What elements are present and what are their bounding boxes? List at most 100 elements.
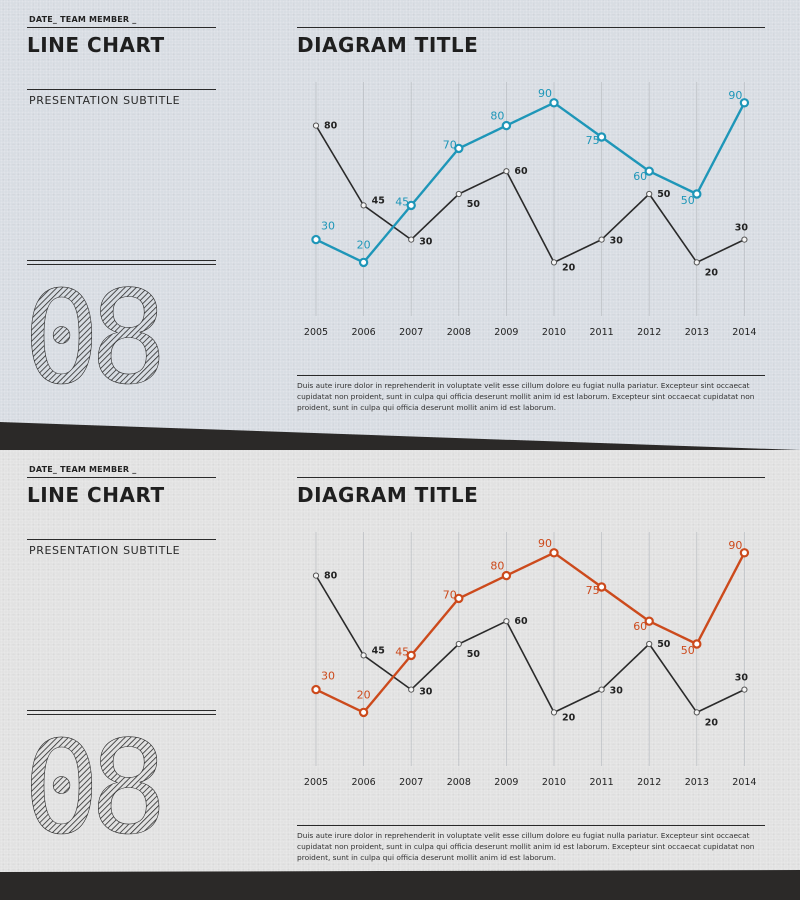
- data-point-accent: [596, 132, 607, 142]
- data-label-dark: 30: [419, 237, 433, 248]
- data-point-dark: [693, 259, 700, 266]
- x-tick-label: 2010: [542, 777, 566, 788]
- data-label-accent: 75: [586, 584, 600, 597]
- subtitle-rule: [27, 539, 216, 540]
- data-point-accent: [311, 684, 321, 695]
- date-team-label: DATE_ TEAM MEMBER _: [29, 15, 137, 24]
- data-label-dark: 30: [610, 236, 624, 247]
- data-point-dark: [360, 202, 367, 209]
- data-point-accent: [739, 548, 750, 558]
- x-tick-label: 2006: [352, 327, 376, 338]
- data-point-dark: [503, 618, 510, 625]
- slide-2: DATE_ TEAM MEMBER _ LINE CHART PRESENTAT…: [0, 450, 800, 872]
- x-tick-label: 2005: [304, 777, 328, 788]
- slide-number-text: 08: [25, 285, 159, 385]
- data-label-accent: 90: [538, 537, 552, 550]
- presentation-subtitle: PRESENTATION SUBTITLE: [29, 94, 181, 107]
- data-label-accent: 20: [357, 238, 371, 251]
- x-tick-label: 2014: [732, 777, 756, 788]
- data-label-accent: 80: [490, 110, 504, 123]
- data-label-accent: 50: [681, 194, 695, 207]
- presentation-subtitle: PRESENTATION SUBTITLE: [29, 544, 181, 557]
- data-point-dark: [312, 122, 320, 129]
- data-label-dark: 30: [419, 687, 433, 698]
- data-point-accent: [406, 200, 416, 211]
- data-point-accent: [358, 707, 369, 718]
- data-point-accent: [454, 593, 464, 604]
- top-rule-right: [297, 27, 765, 28]
- date-team-label: DATE_ TEAM MEMBER _: [29, 465, 137, 474]
- diagram-title: DIAGRAM TITLE: [297, 33, 479, 57]
- data-label-accent: 90: [728, 539, 742, 552]
- data-label-accent: 80: [490, 560, 504, 573]
- paragraph-rule: [297, 825, 765, 826]
- data-point-dark: [312, 572, 320, 579]
- data-point-dark: [598, 686, 605, 693]
- data-point-dark: [408, 236, 415, 243]
- data-point-accent: [549, 548, 559, 558]
- data-label-dark: 60: [514, 166, 528, 177]
- data-label-dark: 50: [657, 639, 671, 650]
- data-label-accent: 45: [395, 195, 409, 208]
- data-label-accent: 70: [443, 588, 457, 601]
- data-label-dark: 45: [372, 195, 385, 206]
- x-tick-label: 2007: [399, 327, 423, 338]
- data-label-accent: 45: [395, 645, 409, 658]
- data-label-dark: 80: [324, 571, 338, 582]
- data-label-dark: 20: [705, 267, 719, 278]
- line-chart: 2005 2006 2007 2008 2009 2010 2011 2012 2013 2014…: [304, 82, 756, 338]
- data-label-accent: 90: [538, 87, 552, 100]
- data-point-accent: [358, 257, 369, 268]
- data-label-accent: 60: [633, 620, 647, 633]
- data-point-accent: [406, 650, 416, 661]
- x-tick-label: 2011: [590, 327, 614, 338]
- x-tick-label: 2013: [685, 327, 709, 338]
- data-label-dark: 50: [467, 199, 481, 210]
- data-point-dark: [360, 652, 367, 659]
- data-point-accent: [549, 98, 559, 108]
- data-point-dark: [693, 709, 700, 716]
- slide-number: 08: [25, 735, 169, 835]
- data-point-accent: [454, 143, 464, 154]
- subtitle-rule: [27, 89, 216, 90]
- data-label-dark: 50: [657, 189, 671, 200]
- slide-number: 08: [25, 285, 169, 385]
- data-label-dark: 50: [467, 649, 481, 660]
- data-point-dark: [646, 190, 653, 198]
- description-paragraph: Duis aute irure dolor in reprehenderit i…: [297, 381, 755, 412]
- x-tick-label: 2008: [447, 777, 471, 788]
- data-point-dark: [408, 686, 415, 693]
- description-paragraph: Duis aute irure dolor in reprehenderit i…: [297, 831, 755, 862]
- diagram-title: DIAGRAM TITLE: [297, 483, 479, 507]
- number-rule-top: [27, 710, 216, 711]
- data-point-dark: [646, 640, 653, 648]
- data-point-dark: [741, 686, 748, 693]
- data-label-accent: 60: [633, 170, 647, 183]
- data-label-accent: 70: [443, 138, 457, 151]
- x-tick-label: 2011: [590, 777, 614, 788]
- x-tick-label: 2012: [637, 327, 661, 338]
- data-point-dark: [455, 190, 462, 198]
- data-point-dark: [550, 709, 558, 716]
- data-point-dark: [741, 236, 748, 243]
- series-line-dark: [315, 575, 745, 714]
- main-title: LINE CHART: [27, 483, 165, 507]
- data-label-dark: 30: [610, 686, 624, 697]
- series-line-dark: [315, 125, 745, 264]
- x-tick-label: 2010: [542, 327, 566, 338]
- x-tick-label: 2012: [637, 777, 661, 788]
- data-point-accent: [692, 189, 702, 199]
- line-chart: 2005 2006 2007 2008 2009 2010 2011 2012 2013 2014…: [304, 532, 756, 788]
- number-rule-bottom: [27, 714, 216, 715]
- data-label-dark: 45: [372, 645, 385, 656]
- series-line-accent: [315, 551, 746, 714]
- x-tick-label: 2013: [685, 777, 709, 788]
- main-title: LINE CHART: [27, 33, 165, 57]
- series-line-accent: [315, 101, 746, 264]
- data-label-accent: 20: [357, 688, 371, 701]
- data-label-accent: 30: [321, 670, 335, 683]
- data-point-accent: [501, 570, 512, 581]
- data-point-dark: [503, 168, 510, 175]
- x-tick-label: 2009: [494, 777, 518, 788]
- data-point-accent: [644, 616, 654, 626]
